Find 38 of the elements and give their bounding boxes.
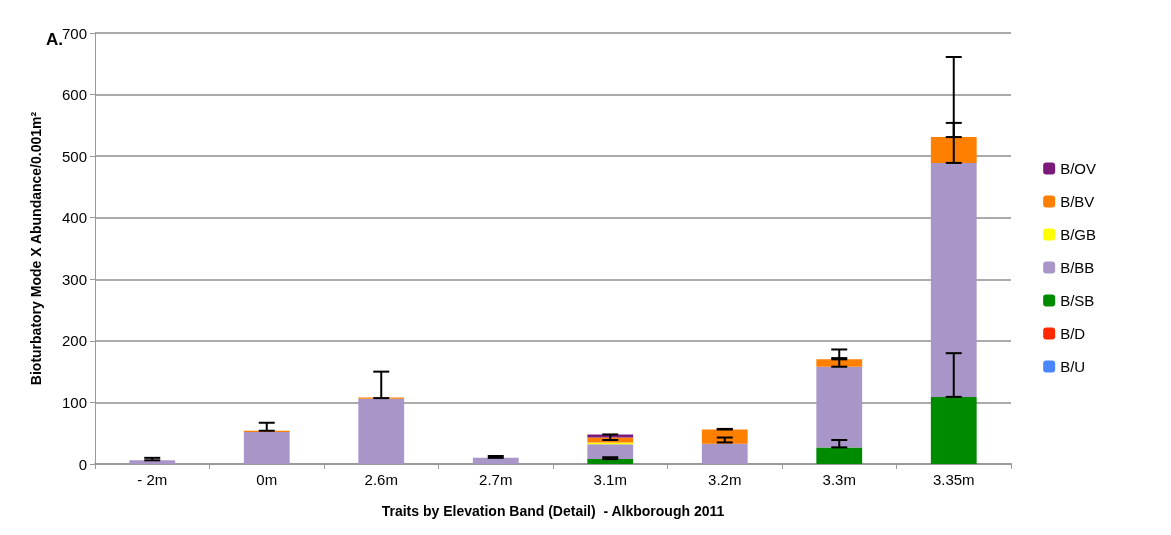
x-tick-label: 2.7m	[479, 471, 513, 488]
bar	[358, 398, 405, 464]
bar	[816, 366, 863, 448]
legend-label: B/BB	[1060, 259, 1095, 276]
y-tick-label: 600	[61, 86, 87, 104]
y-tick-label: 700	[61, 24, 87, 42]
x-tick-label: - 2m	[137, 471, 168, 488]
legend-label: B/SB	[1060, 292, 1095, 309]
bar	[243, 431, 290, 464]
bar	[587, 444, 634, 460]
legend-label: B/D	[1060, 325, 1086, 342]
bar	[472, 457, 519, 464]
y-tick-label: 500	[61, 147, 87, 165]
bar	[930, 396, 977, 464]
text: A.	[46, 30, 63, 50]
legend-label: B/GB	[1060, 226, 1097, 243]
y-tick-label: 300	[61, 270, 87, 288]
bar	[587, 459, 634, 464]
y-tick-label: 100	[61, 393, 87, 411]
bar	[129, 460, 176, 464]
bar	[816, 447, 863, 464]
x-tick-label: 2.6m	[364, 471, 398, 488]
x-tick-label: 3.35m	[932, 471, 975, 488]
bar	[701, 443, 748, 464]
y-tick-label: 0	[78, 455, 87, 473]
y-axis-title: Bioturbatory Mode X Abundance/0.001m²	[28, 111, 44, 386]
x-tick-label: 3.1m	[593, 471, 627, 488]
x-tick-label: 0m	[256, 471, 278, 488]
x-tick-label: 3.2m	[708, 471, 742, 488]
legend-label: B/BV	[1060, 193, 1095, 210]
x-axis-title: Traits by Elevation Band (Detail) - Alkborough 2011	[381, 503, 725, 519]
x-tick-label: 3.3m	[822, 471, 856, 488]
legend-label: B/OV	[1060, 160, 1097, 177]
legend-label: B/U	[1060, 358, 1086, 375]
y-tick-label: 200	[61, 332, 87, 350]
bar	[930, 162, 977, 397]
bar	[930, 137, 977, 163]
y-tick-label: 400	[61, 209, 87, 227]
